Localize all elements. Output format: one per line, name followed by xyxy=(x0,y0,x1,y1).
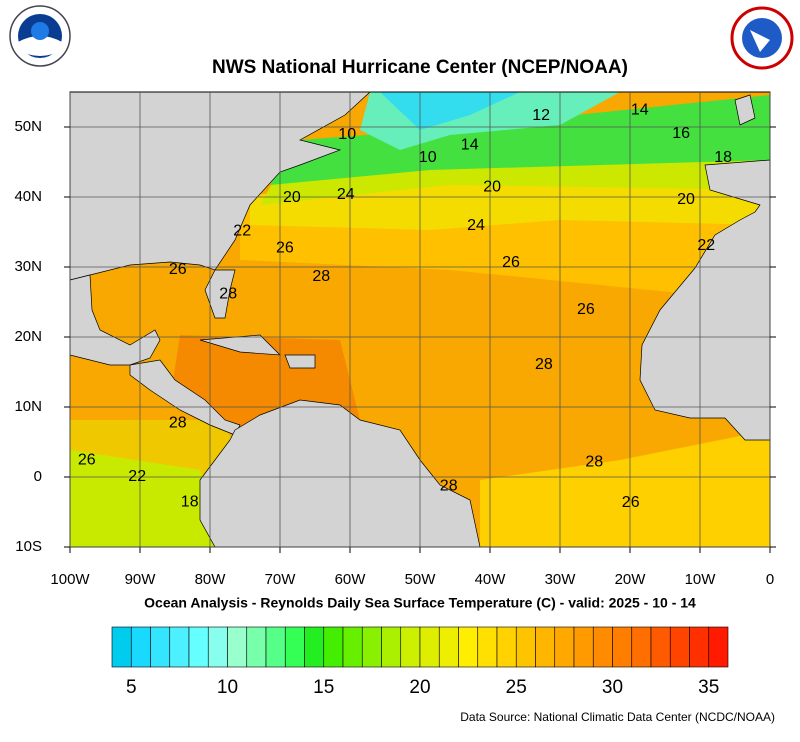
x-tick-label: 50W xyxy=(405,571,437,588)
y-tick-label: 50N xyxy=(14,118,42,135)
x-tick-label: 100W xyxy=(50,571,90,588)
colorbar-swatch xyxy=(496,626,517,668)
colorbar-swatch xyxy=(381,626,402,668)
y-tick-label: 40N xyxy=(14,188,42,205)
colorbar-swatch xyxy=(515,626,536,668)
colorbar-tick-label: 20 xyxy=(409,677,430,698)
contour-label: 28 xyxy=(535,356,553,373)
colorbar-swatch xyxy=(361,626,382,668)
x-tick-label: 60W xyxy=(335,571,367,588)
contour-label: 22 xyxy=(128,468,146,485)
contour-label: 18 xyxy=(714,149,732,166)
colorbar-swatch xyxy=(188,626,209,668)
colorbar-tick-label: 30 xyxy=(602,677,623,698)
colorbar-swatch xyxy=(284,626,305,668)
colorbar-swatch xyxy=(323,626,344,668)
contour-label: 22 xyxy=(697,237,715,254)
x-tick-label: 10W xyxy=(685,571,717,588)
contour-label: 10 xyxy=(419,149,437,166)
colorbar-tick-label: 10 xyxy=(217,677,238,698)
colorbar-swatch xyxy=(400,626,421,668)
x-tick-label: 0 xyxy=(766,571,774,588)
contour-label: 22 xyxy=(233,223,251,240)
contour-label: 26 xyxy=(577,301,595,318)
contour-label: 26 xyxy=(622,494,640,511)
colorbar-swatch xyxy=(150,626,171,668)
colorbar-swatch xyxy=(573,626,594,668)
contour-label: 26 xyxy=(169,261,187,278)
colorbar-swatch xyxy=(227,626,248,668)
colorbar-tick-label: 35 xyxy=(698,677,719,698)
colorbar-swatch xyxy=(419,626,440,668)
colorbar-swatch xyxy=(438,626,459,668)
contour-label: 28 xyxy=(169,414,187,431)
contour-label: 10 xyxy=(338,126,356,143)
contour-label: 28 xyxy=(440,477,458,494)
x-tick-label: 30W xyxy=(545,571,577,588)
contour-label: 14 xyxy=(631,101,649,118)
colorbar-swatch xyxy=(246,626,267,668)
contour-label: 26 xyxy=(276,239,294,256)
colorbar-swatch xyxy=(669,626,690,668)
contour-label: 20 xyxy=(677,191,695,208)
contour-label: 16 xyxy=(672,125,690,142)
colorbar-swatch xyxy=(342,626,363,668)
colorbar-swatch xyxy=(689,626,710,668)
contour-label: 28 xyxy=(585,454,603,471)
colorbar-swatch xyxy=(650,626,671,668)
contour-label: 24 xyxy=(467,217,485,234)
y-tick-label: 20N xyxy=(14,328,42,345)
colorbar-swatch xyxy=(535,626,556,668)
colorbar-swatch xyxy=(111,626,132,668)
colorbar-swatch xyxy=(592,626,613,668)
y-tick-label: 10S xyxy=(15,538,42,555)
colorbar-tick-label: 25 xyxy=(506,677,527,698)
colorbar-swatch xyxy=(458,626,479,668)
contour-label: 28 xyxy=(312,268,330,285)
y-tick-label: 10N xyxy=(14,398,42,415)
colorbar-swatch xyxy=(554,626,575,668)
contour-label: 20 xyxy=(483,178,501,195)
colorbar-swatch xyxy=(207,626,228,668)
colorbar-swatch xyxy=(304,626,325,668)
noaa-logo xyxy=(9,5,71,67)
land xyxy=(70,92,770,547)
contour-label: 18 xyxy=(181,493,199,510)
colorbar-swatch xyxy=(612,626,633,668)
caption: Ocean Analysis - Reynolds Daily Sea Surf… xyxy=(144,595,696,611)
contour-label: 14 xyxy=(461,136,479,153)
chart-title: NWS National Hurricane Center (NCEP/NOAA… xyxy=(212,57,628,78)
colorbar-swatch xyxy=(477,626,498,668)
contour-label: 26 xyxy=(78,451,96,468)
contour-label: 26 xyxy=(502,254,520,271)
source: Data Source: National Climatic Data Cent… xyxy=(460,710,775,724)
contour-label: 28 xyxy=(219,286,237,303)
y-tick-label: 0 xyxy=(34,468,42,485)
colorbar-tick-label: 15 xyxy=(313,677,334,698)
x-tick-label: 80W xyxy=(195,571,227,588)
x-tick-label: 20W xyxy=(615,571,647,588)
colorbar-swatch xyxy=(708,626,729,668)
nws-logo xyxy=(730,6,794,70)
colorbar-swatch xyxy=(169,626,190,668)
y-tick-label: 30N xyxy=(14,258,42,275)
x-tick-label: 40W xyxy=(475,571,507,588)
x-tick-label: 90W xyxy=(125,571,157,588)
colorbar-swatch xyxy=(130,626,151,668)
colorbar-swatch xyxy=(631,626,652,668)
contour-label: 12 xyxy=(532,107,550,124)
contour-label: 24 xyxy=(337,186,355,203)
colorbar-tick-label: 5 xyxy=(126,677,137,698)
colorbar-swatch xyxy=(265,626,286,668)
contour-label: 20 xyxy=(283,189,301,206)
x-tick-label: 70W xyxy=(265,571,297,588)
